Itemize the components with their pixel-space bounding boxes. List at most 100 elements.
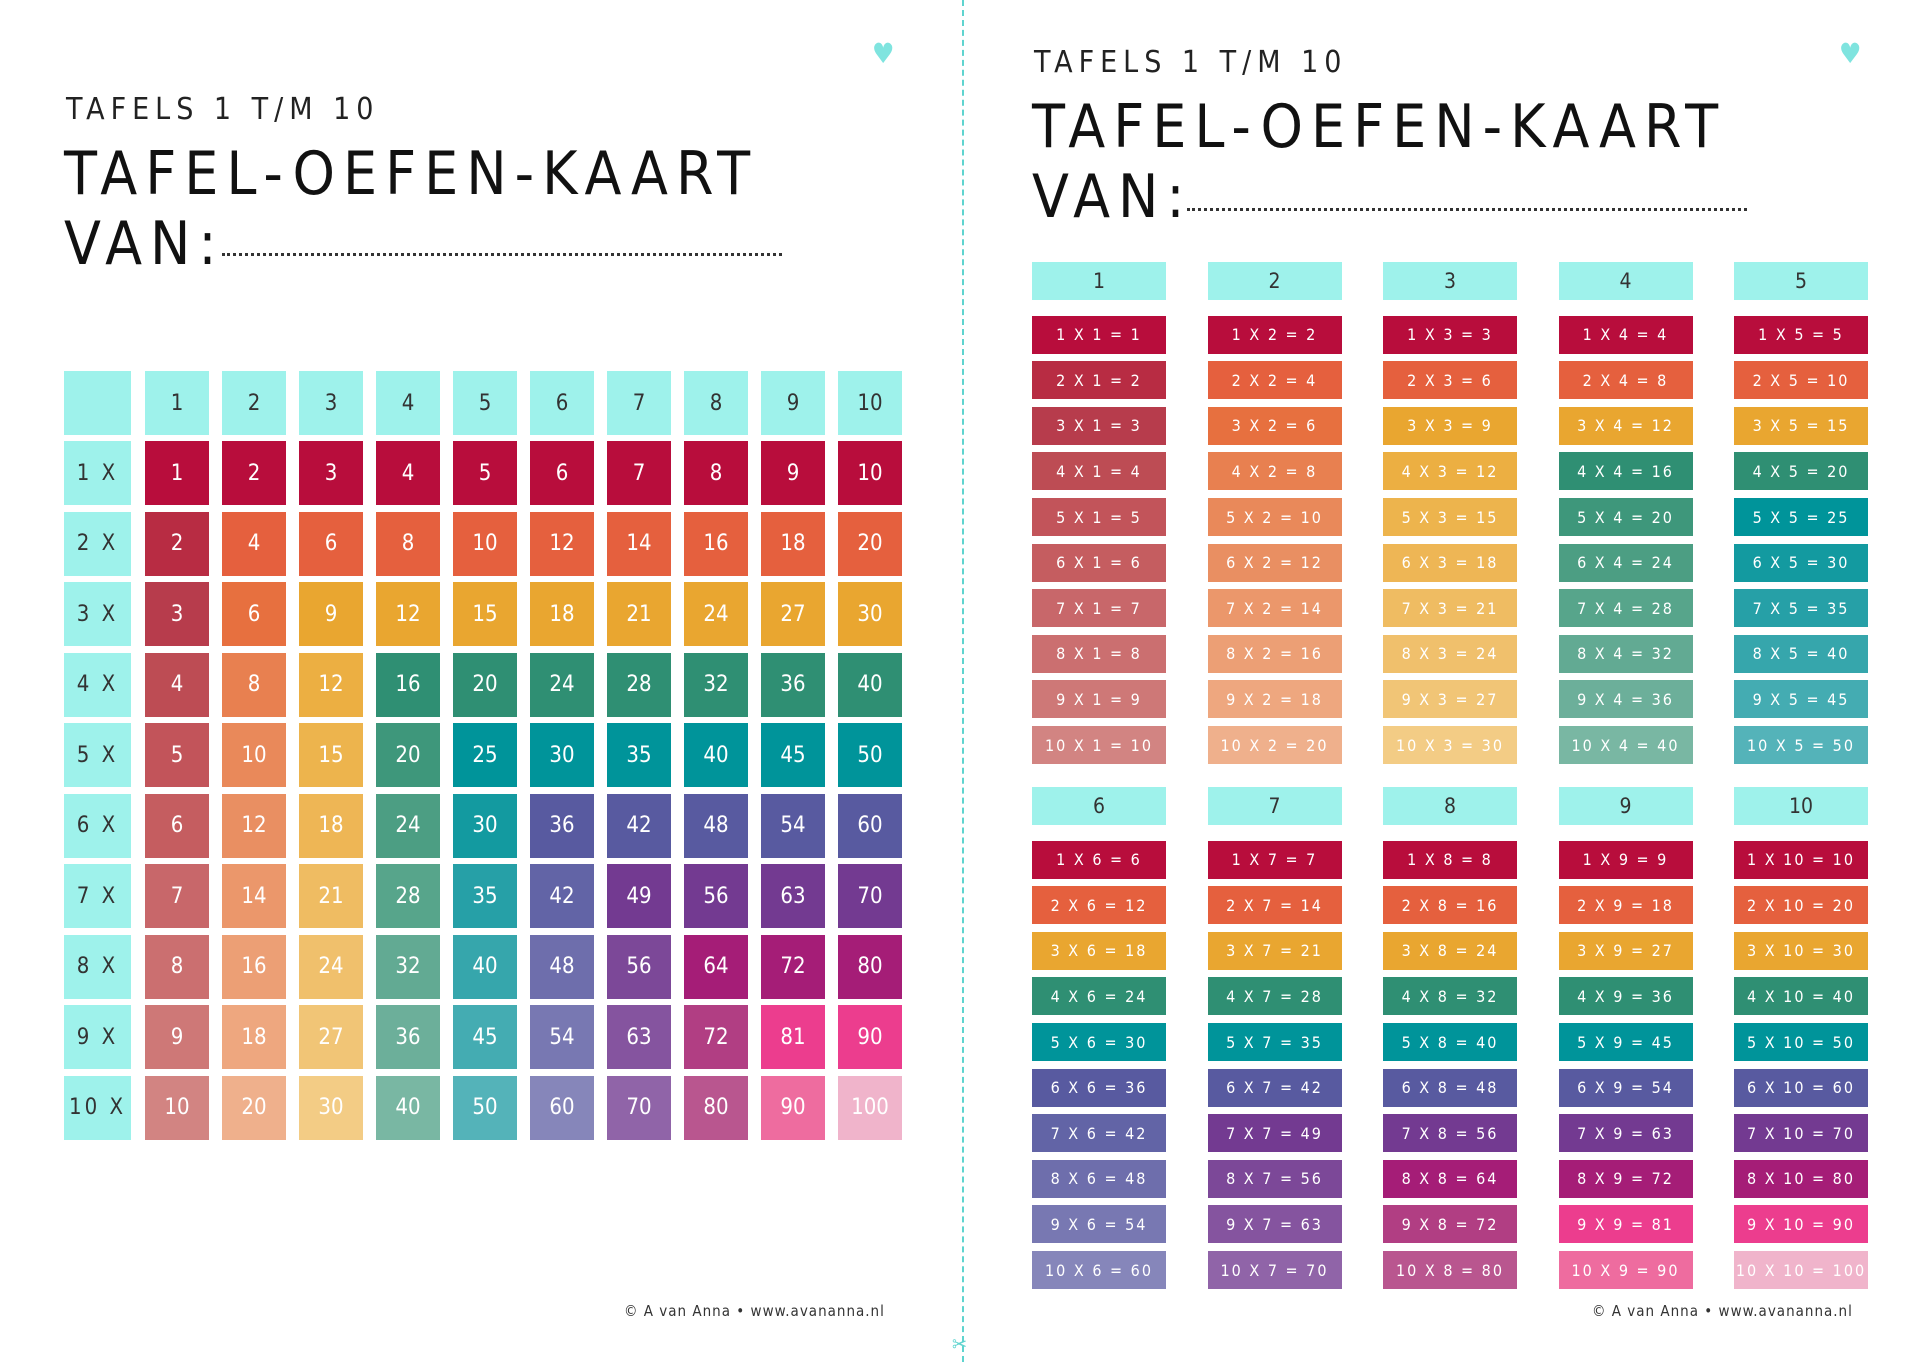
row-header: 5 X (64, 723, 131, 787)
product-cell: 90 (761, 1075, 825, 1140)
product-cell: 50 (453, 1075, 517, 1140)
table-header-8: 8 (1383, 787, 1517, 825)
table-header-10: 10 (1734, 787, 1868, 825)
product-cell: 36 (761, 652, 825, 717)
table-header-9: 9 (1558, 787, 1693, 825)
product-cell: 64 (684, 934, 748, 999)
column-header: 4 (376, 371, 440, 435)
table-row: 8 X 7 = 56 (1207, 1159, 1342, 1198)
product-cell: 20 (453, 652, 517, 717)
table-header-6: 6 (1032, 787, 1166, 825)
product-cell: 72 (761, 934, 825, 999)
table-row: 6 X 10 = 60 (1734, 1068, 1868, 1107)
product-cell: 56 (607, 934, 671, 999)
table-row: 1 X 9 = 9 (1558, 840, 1693, 879)
product-cell: 63 (607, 1005, 671, 1069)
table-row: 9 X 3 = 27 (1383, 680, 1517, 719)
table-row: 9 X 7 = 63 (1207, 1205, 1342, 1244)
table-row: 3 X 6 = 18 (1032, 931, 1166, 970)
product-cell: 63 (761, 864, 825, 928)
table-row: 3 X 2 = 6 (1207, 406, 1342, 445)
product-cell: 6 (530, 441, 594, 505)
product-cell: 35 (607, 723, 671, 787)
product-cell: 45 (453, 1005, 517, 1069)
product-cell: 42 (530, 864, 594, 928)
table-row: 4 X 8 = 32 (1383, 977, 1517, 1016)
product-cell: 30 (530, 723, 594, 787)
product-cell: 45 (761, 723, 825, 787)
product-cell: 16 (684, 511, 748, 576)
product-cell: 24 (376, 793, 440, 858)
product-cell: 42 (607, 793, 671, 858)
table-row: 5 X 6 = 30 (1032, 1023, 1166, 1061)
product-cell: 60 (838, 793, 902, 858)
product-cell: 48 (530, 934, 594, 999)
table-row: 9 X 6 = 54 (1032, 1205, 1166, 1244)
row-header: 9 X (64, 1005, 131, 1069)
product-cell: 20 (376, 723, 440, 787)
table-row: 10 X 7 = 70 (1207, 1251, 1342, 1289)
product-cell: 10 (222, 723, 286, 787)
product-cell: 80 (838, 934, 902, 999)
product-cell: 4 (145, 652, 209, 717)
row-header: 8 X (64, 934, 131, 999)
name-line[interactable] (1187, 208, 1747, 211)
table-row: 9 X 10 = 90 (1734, 1205, 1868, 1244)
table-row: 10 X 9 = 90 (1558, 1251, 1693, 1289)
table-row: 1 X 7 = 7 (1207, 840, 1342, 879)
product-cell: 60 (530, 1075, 594, 1140)
page-title-line2: VAN: (64, 209, 225, 279)
table-header-4: 4 (1558, 262, 1693, 300)
table-row: 6 X 1 = 6 (1032, 543, 1166, 582)
product-cell: 24 (299, 934, 363, 999)
product-cell: 4 (222, 511, 286, 576)
product-cell: 12 (222, 793, 286, 858)
cut-line (962, 0, 964, 1362)
table-row: 3 X 7 = 21 (1207, 931, 1342, 970)
table-row: 1 X 10 = 10 (1734, 840, 1868, 879)
column-header: 9 (761, 371, 825, 435)
product-cell: 35 (453, 864, 517, 928)
table-row: 8 X 5 = 40 (1734, 634, 1868, 673)
product-cell: 15 (453, 582, 517, 646)
product-cell: 56 (684, 864, 748, 928)
product-cell: 12 (530, 511, 594, 576)
table-row: 9 X 2 = 18 (1207, 680, 1342, 719)
table-row: 5 X 9 = 45 (1558, 1023, 1693, 1061)
table-row: 10 X 5 = 50 (1734, 726, 1868, 764)
product-cell: 81 (761, 1005, 825, 1069)
table-row: 2 X 1 = 2 (1032, 361, 1166, 400)
table-row: 6 X 9 = 54 (1558, 1068, 1693, 1107)
product-cell: 72 (684, 1005, 748, 1069)
product-cell: 24 (684, 582, 748, 646)
table-row: 9 X 9 = 81 (1558, 1205, 1693, 1244)
table-header-2: 2 (1207, 262, 1342, 300)
product-cell: 48 (684, 793, 748, 858)
table-row: 4 X 3 = 12 (1383, 452, 1517, 491)
product-cell: 30 (838, 582, 902, 646)
row-header: 3 X (64, 582, 131, 646)
table-row: 5 X 7 = 35 (1207, 1023, 1342, 1061)
table-row: 7 X 9 = 63 (1558, 1114, 1693, 1153)
product-cell: 30 (299, 1075, 363, 1140)
product-cell: 50 (838, 723, 902, 787)
table-row: 4 X 5 = 20 (1734, 452, 1868, 491)
product-cell: 6 (145, 793, 209, 858)
table-row: 2 X 7 = 14 (1207, 886, 1342, 925)
product-cell: 54 (530, 1005, 594, 1069)
table-row: 2 X 8 = 16 (1383, 886, 1517, 925)
table-row: 1 X 2 = 2 (1207, 315, 1342, 354)
row-header: 10 X (64, 1075, 131, 1140)
column-header: 8 (684, 371, 748, 435)
left-page: ♥ TAFELS 1 T/M 10 TAFEL-OEFEN-KAART VAN:… (64, 40, 902, 1320)
name-line[interactable] (222, 253, 782, 256)
table-row: 5 X 8 = 40 (1383, 1023, 1517, 1061)
product-cell: 14 (222, 864, 286, 928)
table-row: 4 X 7 = 28 (1207, 977, 1342, 1016)
product-cell: 21 (299, 864, 363, 928)
table-row: 8 X 9 = 72 (1558, 1159, 1693, 1198)
table-row: 6 X 7 = 42 (1207, 1068, 1342, 1107)
table-row: 2 X 2 = 4 (1207, 361, 1342, 400)
page-title-line1: TAFEL-OEFEN-KAART (64, 139, 759, 209)
table-row: 9 X 8 = 72 (1383, 1205, 1517, 1244)
